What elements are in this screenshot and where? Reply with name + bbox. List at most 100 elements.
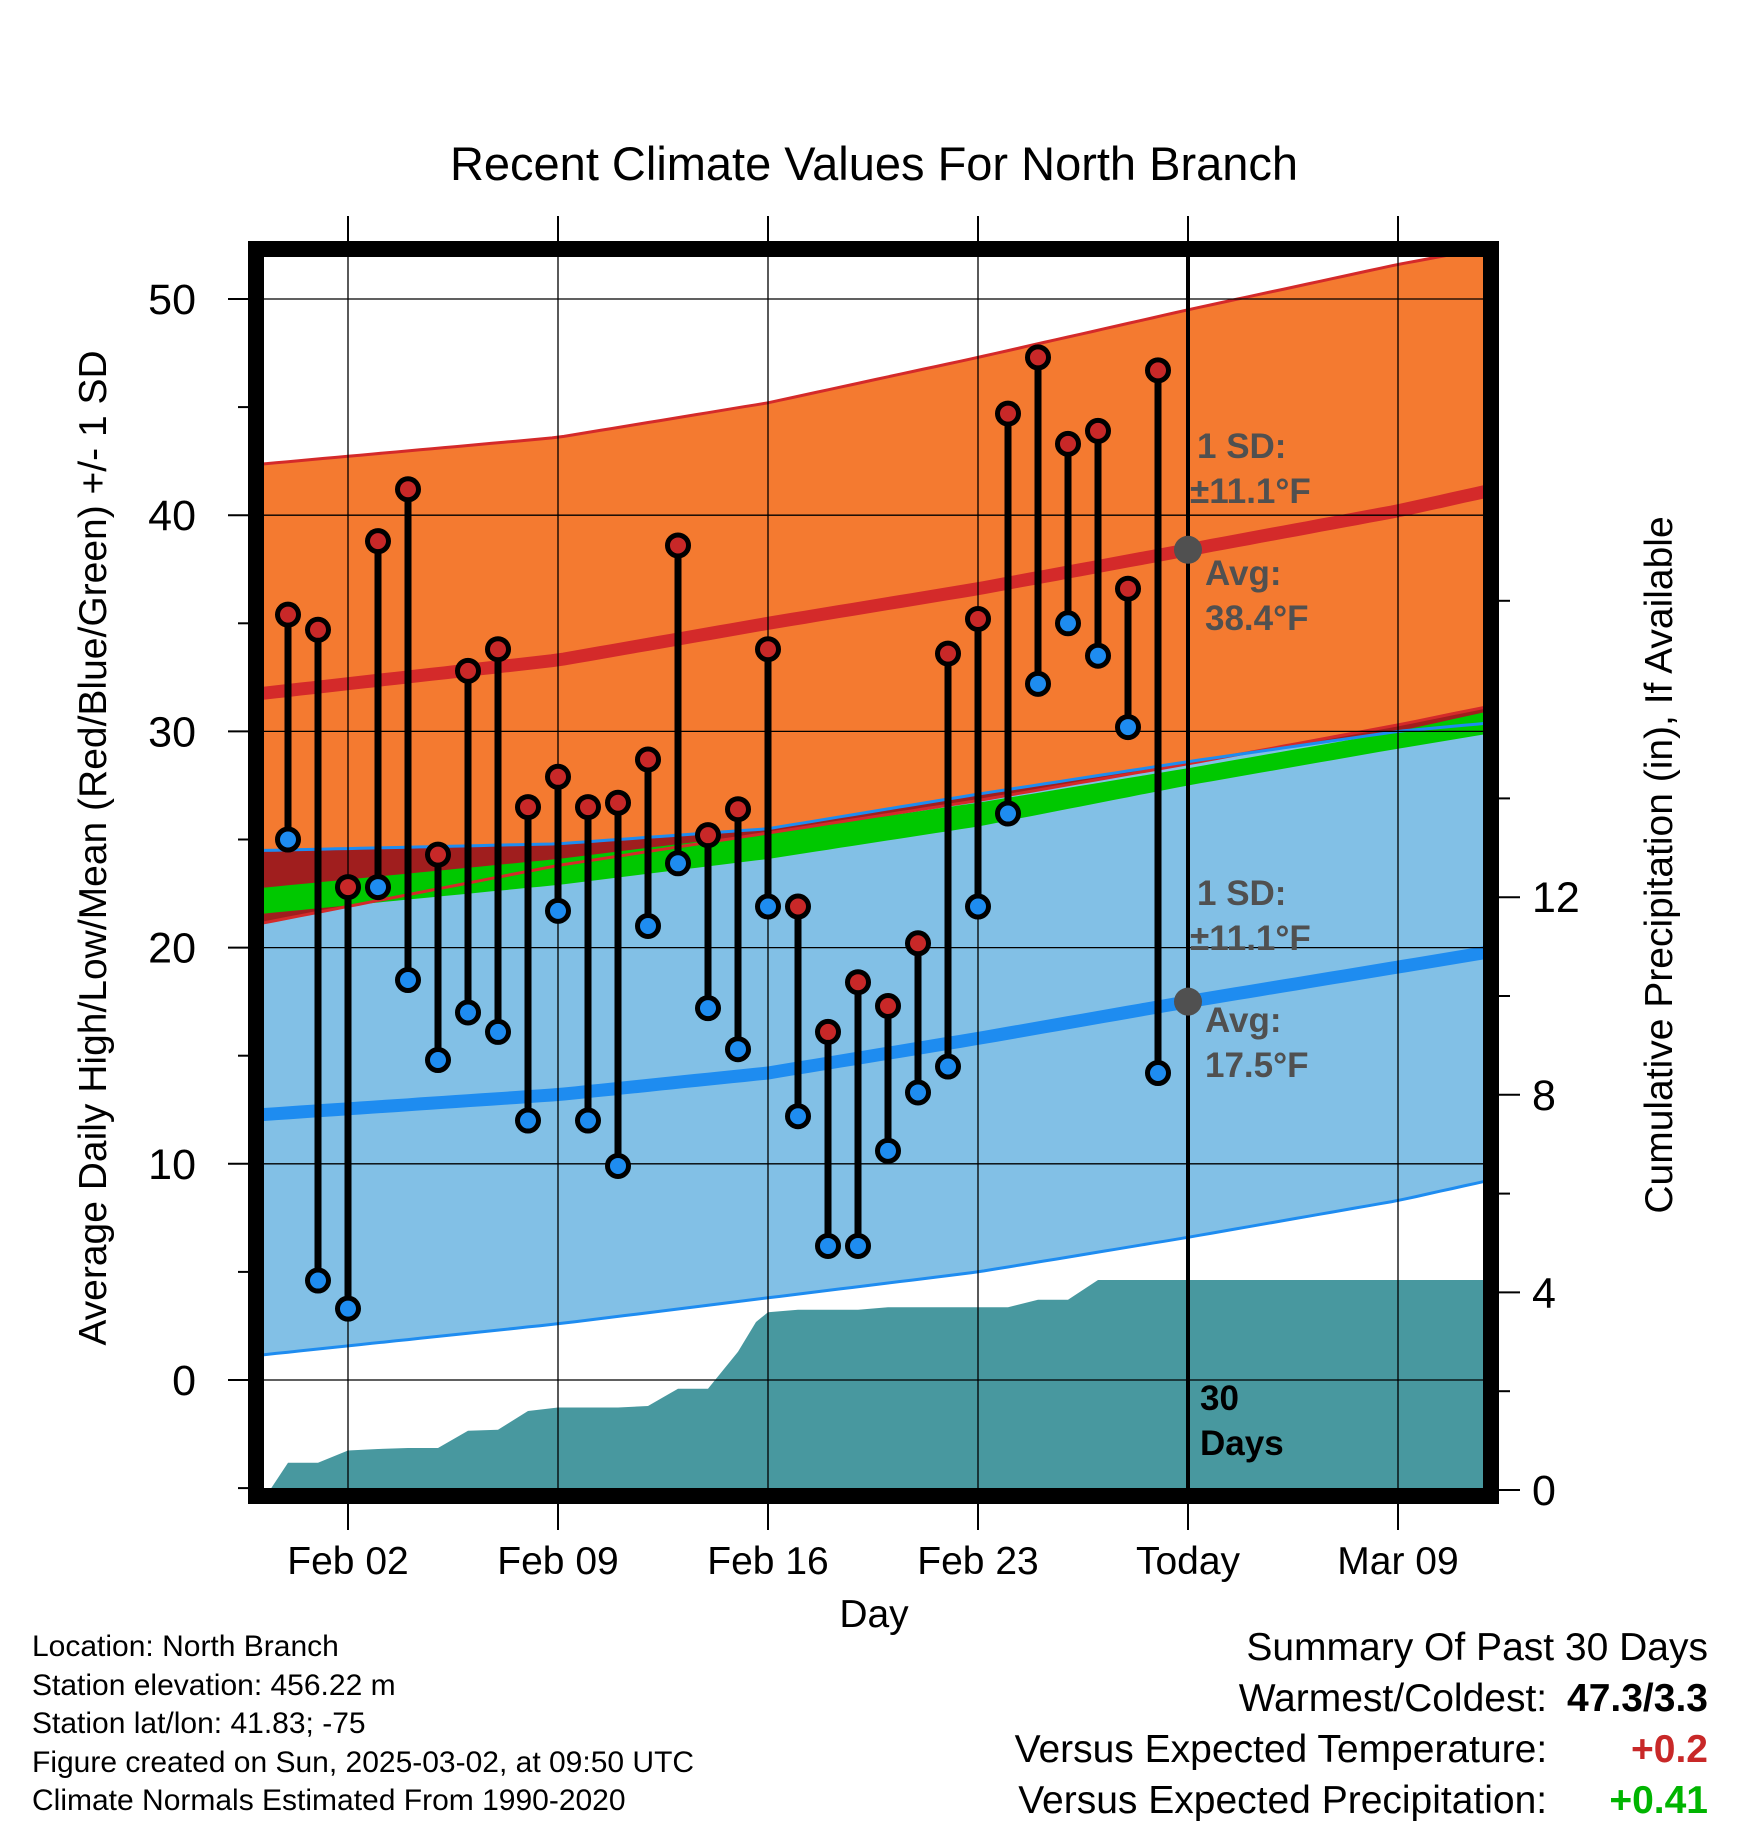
normals-text: Climate Normals Estimated From 1990-2020 [32,1784,626,1817]
summary-warm-cold: Warmest/Coldest: 47.3/3.3 [1015,1673,1708,1724]
y2-tick-label: 12 [1532,874,1580,922]
summary-precip: Versus Expected Precipitation: +0.41 [1015,1775,1708,1826]
low-point [515,1107,541,1134]
high-point [755,636,781,663]
high-point [695,822,721,849]
high-point [995,400,1021,427]
chart-title: Recent Climate Values For North Branch [450,137,1298,190]
today-high-avg-marker [1174,535,1202,564]
low-point [965,893,991,920]
high-point [335,874,361,901]
low-point [995,800,1021,827]
temp-value: +0.2 [1631,1728,1708,1771]
low-point [785,1103,811,1130]
y-tick-label: 0 [172,1357,196,1405]
high-point [575,794,601,821]
precip-label: Versus Expected Precipitation: [1018,1779,1548,1822]
low-point [905,1079,931,1106]
y-tick-label: 10 [148,1141,196,1189]
summary-temp: Versus Expected Temperature: +0.2 [1015,1724,1708,1775]
low-point [395,967,421,994]
low-point [845,1232,871,1259]
station-info: Location: North Branch Station elevation… [32,1628,694,1821]
low-point [875,1137,901,1164]
high-point [665,532,691,559]
high-sd-label: 1 SD: [1197,427,1286,466]
low-point [365,874,391,901]
y2-tick-label: 8 [1532,1072,1556,1120]
low-lower-line [262,1179,1485,1357]
low-point [455,999,481,1026]
high-sd-value: ±11.1°F [1190,472,1311,511]
x-tick-label: Feb 02 [287,1540,408,1583]
low-point [635,912,661,939]
low-point [815,1232,841,1259]
low-point [1055,610,1081,637]
x-tick-label: Feb 09 [497,1540,618,1583]
low-avg-label: Avg: [1205,1001,1281,1040]
x-tick-label: Feb 16 [707,1540,828,1583]
low-point [425,1047,451,1074]
y2-axis-label: Cumulative Precipitation (in), If Availa… [1638,516,1681,1213]
low-point [695,995,721,1022]
high-point [1085,417,1111,444]
temp-label: Versus Expected Temperature: [1014,1728,1548,1771]
warm-cold-label: Warmest/Coldest: [1238,1677,1548,1720]
latlon-text: Station lat/lon: 41.83; -75 [32,1707,366,1740]
high-avg-label: Avg: [1205,554,1281,593]
y2-tick-label: 0 [1532,1467,1556,1515]
today-low-avg-marker [1174,987,1202,1016]
high-point [905,930,931,957]
x-tick-label: Feb 23 [917,1540,1038,1583]
low-sd-value: ±11.1°F [1190,919,1311,958]
low-point [755,893,781,920]
summary-panel: Summary Of Past 30 Days Warmest/Coldest:… [1015,1622,1708,1826]
days-label: Days [1200,1424,1284,1463]
y2-tick-label: 4 [1532,1269,1556,1317]
low-point [545,897,571,924]
high-point [845,969,871,996]
high-upper-line [262,255,1458,466]
low-point [605,1152,631,1179]
high-avg-value: 38.4°F [1205,599,1309,638]
high-point [1115,575,1141,602]
low-mean-line [262,946,1485,1122]
x-tick-label: Today [1136,1540,1241,1583]
high-point [365,528,391,555]
y-tick-label: 50 [148,276,196,324]
high-point [395,476,421,503]
low-avg-value: 17.5°F [1205,1046,1309,1085]
high-point [425,841,451,868]
elevation-text: Station elevation: 456.22 m [32,1668,396,1702]
high-point [485,636,511,663]
high-point [305,616,331,643]
low-point [1085,642,1111,669]
days-count: 30 [1200,1379,1239,1418]
high-point [815,1018,841,1045]
high-point [1025,344,1051,371]
y-tick-label: 30 [148,708,196,756]
low-point [665,850,691,877]
low-point [275,826,301,853]
summary-title: Summary Of Past 30 Days [1246,1626,1708,1669]
high-point [725,796,751,823]
high-sd-band [262,255,1485,924]
low-point [305,1267,331,1294]
location-text: Location: North Branch [32,1630,339,1663]
high-point [515,794,541,821]
high-point [605,789,631,816]
high-point [935,640,961,667]
x-tick-label: Mar 09 [1337,1540,1458,1583]
high-point [965,605,991,632]
low-point [935,1053,961,1080]
y-axis-label: Average Daily High/Low/Mean (Red/Blue/Gr… [72,350,115,1345]
y-tick-label: 40 [148,492,196,540]
precip-value: +0.41 [1609,1779,1708,1822]
high-point [875,992,901,1019]
x-axis-label: Day [839,1593,909,1636]
high-point [1145,357,1171,384]
low-point [725,1036,751,1063]
warm-cold-value: 47.3/3.3 [1567,1677,1708,1720]
high-point [545,763,571,790]
